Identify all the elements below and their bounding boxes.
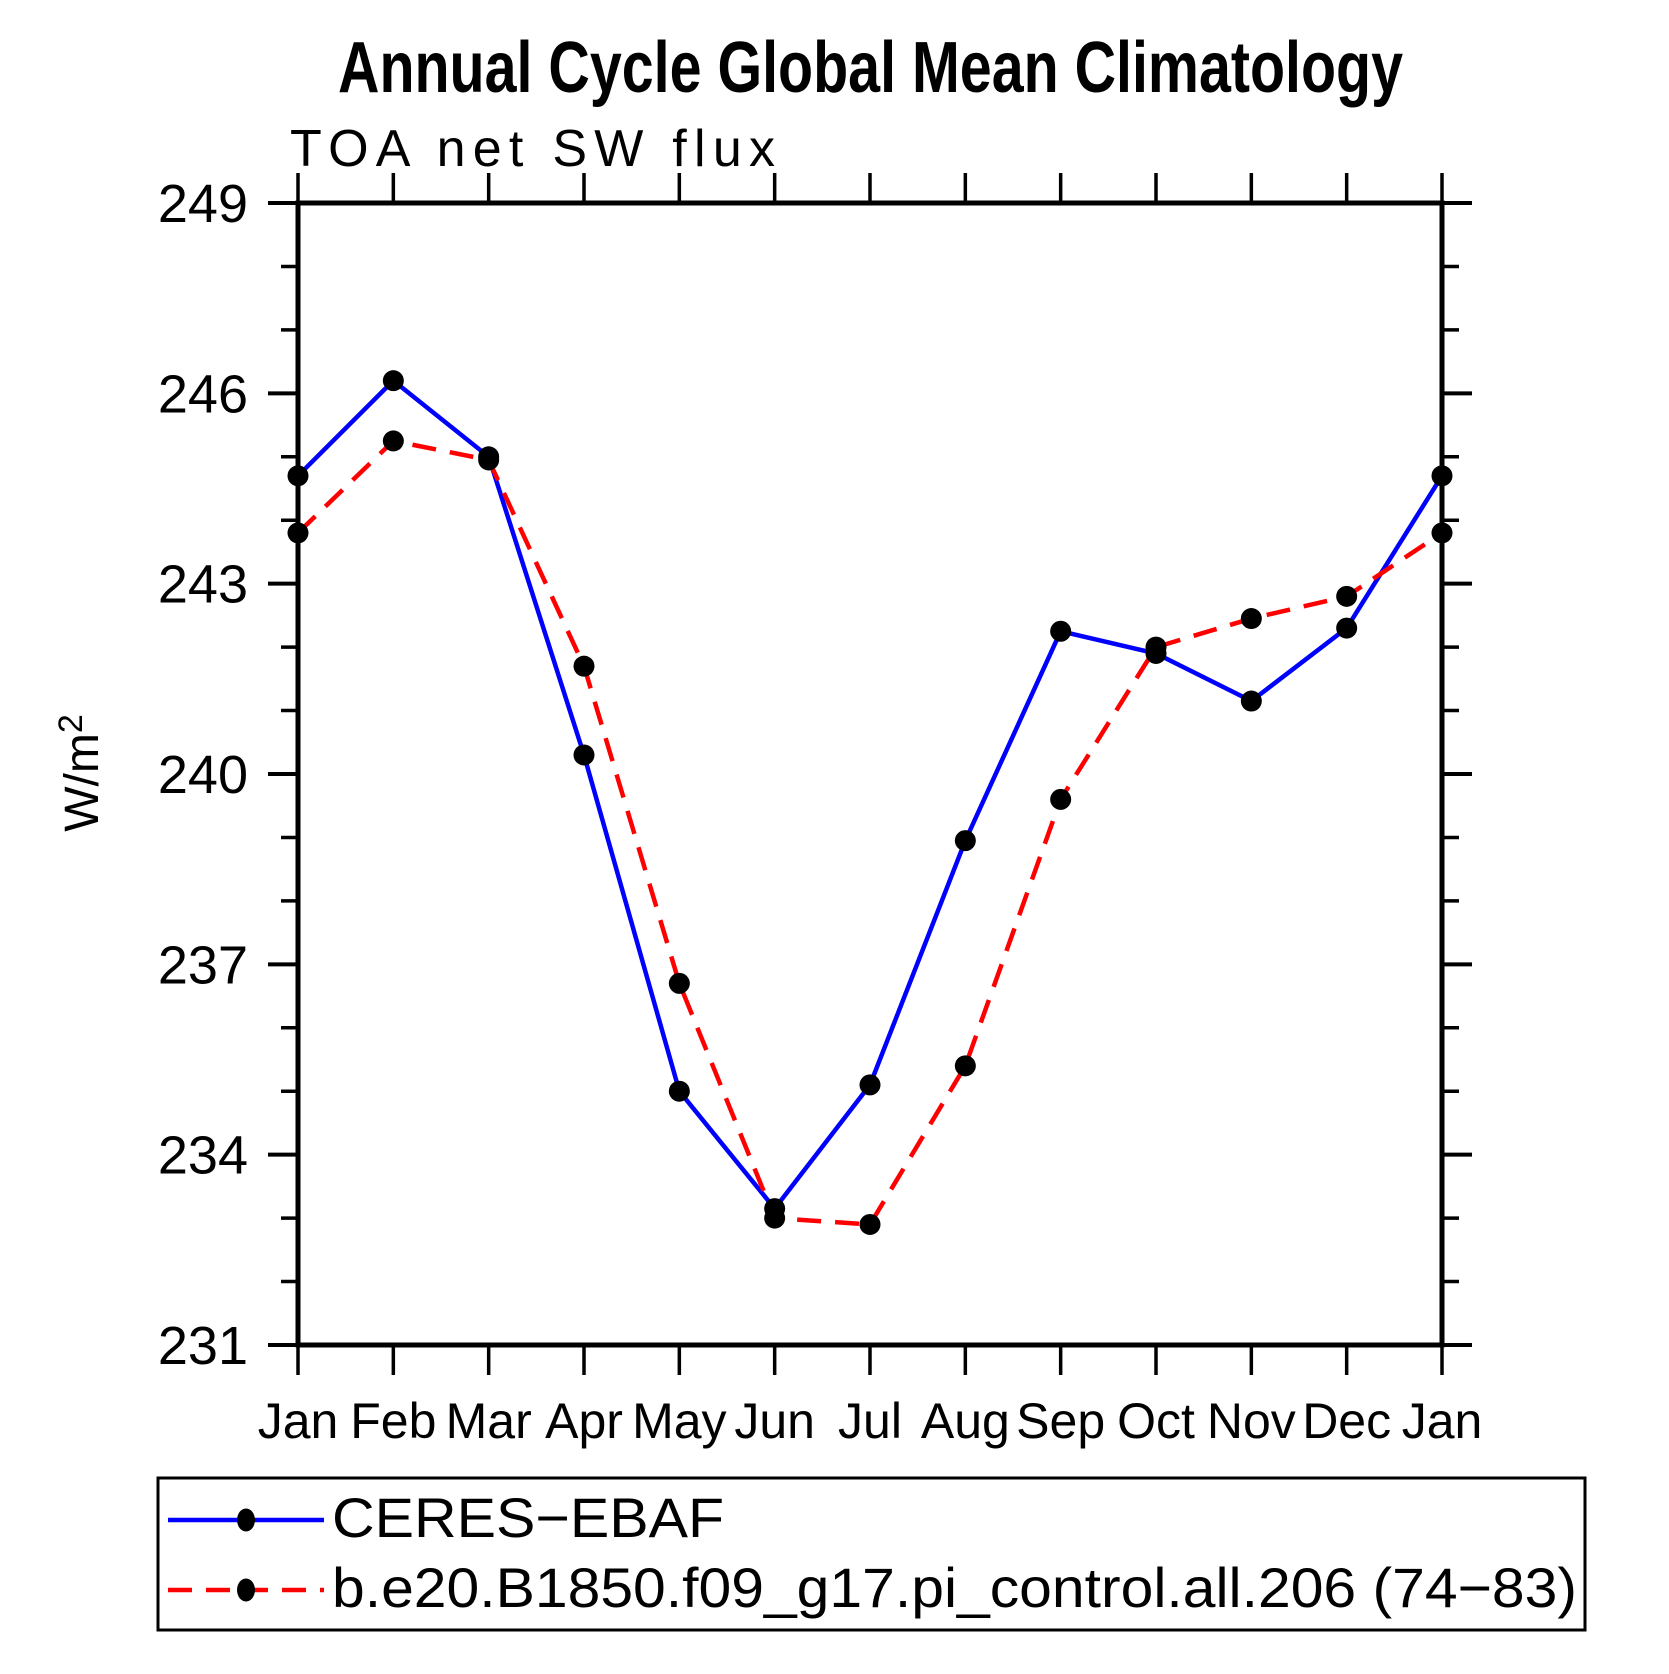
data-point-marker-0 (1431, 465, 1453, 487)
x-tick-label: Jan (1402, 1393, 1483, 1449)
chart-title: Annual Cycle Global Mean Climatology (338, 28, 1403, 108)
x-tick-label: Nov (1207, 1393, 1296, 1449)
data-point-marker-1 (382, 430, 404, 452)
chart-subtitle: TOA net SW flux (290, 120, 775, 178)
y-axis-title-base: W/m (56, 733, 109, 832)
y-tick-label: 243 (158, 555, 248, 615)
x-tick-label: Sep (1016, 1393, 1105, 1449)
data-point-marker-1 (764, 1207, 786, 1229)
data-point-marker-1 (1431, 522, 1453, 544)
data-point-marker-1 (1145, 636, 1167, 658)
y-tick-label: 237 (158, 935, 248, 995)
series-layer (287, 370, 1453, 1235)
x-tick-label: Feb (350, 1393, 436, 1449)
y-tick-label: 246 (158, 364, 248, 424)
data-point-marker-0 (859, 1074, 881, 1096)
y-axis-title: W/m2 (52, 714, 109, 832)
legend-label-model: b.e20.B1850.f09_g17.pi_control.all.206 (… (332, 1556, 1577, 1619)
legend-marker-dot (237, 1578, 255, 1602)
data-point-marker-0 (1050, 620, 1072, 642)
data-point-marker-1 (478, 449, 500, 471)
data-point-marker-0 (668, 1080, 690, 1102)
x-tick-label: Oct (1117, 1393, 1195, 1449)
x-tick-label: Jan (258, 1393, 339, 1449)
y-tick-label: 234 (158, 1126, 248, 1186)
data-point-marker-0 (382, 370, 404, 392)
data-point-marker-1 (1336, 585, 1358, 607)
data-point-marker-0 (287, 465, 309, 487)
x-tick-label: Jun (734, 1393, 815, 1449)
plot-frame (295, 200, 1445, 1348)
data-point-marker-0 (1240, 690, 1262, 712)
y-tick-label: 240 (158, 745, 248, 805)
x-tick-label: Mar (446, 1393, 532, 1449)
data-point-marker-1 (954, 1055, 976, 1077)
data-point-marker-1 (1050, 788, 1072, 810)
x-tick-label: May (632, 1393, 726, 1449)
y-tick-label: 249 (158, 174, 248, 234)
series-line-1 (296, 438, 1444, 1227)
y-axis-title-exponent: 2 (52, 714, 90, 733)
legend-box (156, 1476, 1587, 1632)
x-tick-label: Apr (545, 1393, 623, 1449)
x-tick-label: Jul (838, 1393, 902, 1449)
legend-label-ceres: CERES−EBAF (332, 1486, 724, 1549)
x-tick-label: Aug (921, 1393, 1010, 1449)
legend-marker-dot (237, 1508, 255, 1532)
data-point-marker-1 (859, 1213, 881, 1235)
x-tick-label: Dec (1302, 1393, 1391, 1449)
data-point-marker-1 (1240, 608, 1262, 630)
data-point-marker-0 (1336, 617, 1358, 639)
data-point-marker-1 (287, 522, 309, 544)
data-point-marker-0 (954, 830, 976, 852)
y-tick-label: 231 (158, 1316, 248, 1376)
data-point-marker-1 (668, 972, 690, 994)
legend: CERES−EBAF b.e20.B1850.f09_g17.pi_contro… (156, 1476, 1587, 1632)
data-point-marker-0 (573, 744, 595, 766)
data-point-marker-1 (573, 655, 595, 677)
